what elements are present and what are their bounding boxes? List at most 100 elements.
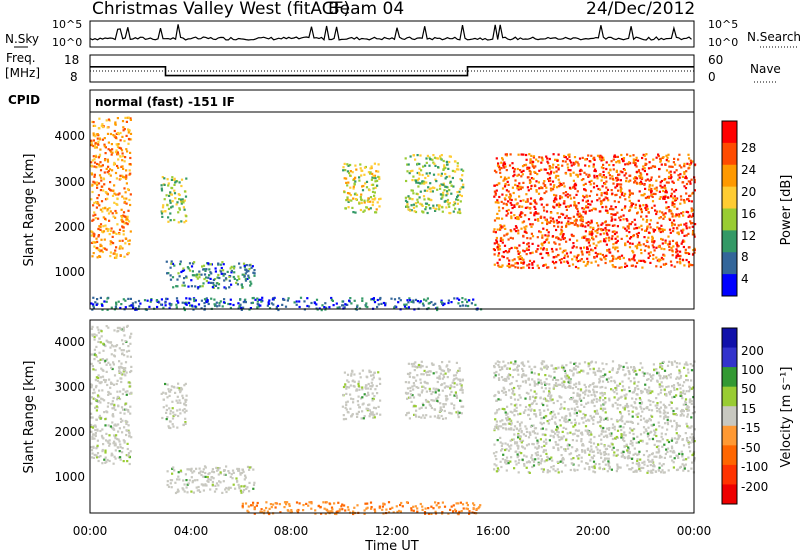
- power-cells-cell-r6: [405, 307, 408, 310]
- power-cells-cell-r0: [92, 214, 95, 217]
- vel-cells-cell-r5: [560, 403, 563, 406]
- power-cells-cell-r5: [679, 223, 682, 226]
- power-cells-cell-r4: [459, 211, 462, 215]
- vel-cells-cell-r5: [531, 378, 534, 381]
- power-cells-cell-r6: [148, 305, 151, 308]
- power-cells-cell-r6: [336, 306, 339, 309]
- vel-cells-cell-r0: [128, 385, 131, 388]
- power-cells-cell-r4: [455, 168, 459, 171]
- vel-cells-cell-r5: [565, 418, 568, 421]
- power-cells-cell-r5: [558, 215, 562, 219]
- power-cells-cell-r4: [441, 206, 444, 209]
- power-cells-cell-r5: [514, 262, 517, 265]
- vel-cells-cell-r5: [689, 450, 692, 453]
- power-cells-cell-r5: [663, 228, 666, 231]
- vel-cells-cell-r5: [623, 408, 626, 411]
- power-cells-cell-r5: [546, 252, 550, 255]
- power-cells-cell-r5: [579, 173, 582, 176]
- vel-cells-cell-r1: [179, 389, 182, 392]
- power-cells-cell-r1: [161, 215, 164, 218]
- power-cells-cell-r2: [215, 282, 218, 285]
- power-cells-cell-r5: [541, 221, 544, 225]
- vel-cells-cell-r5: [604, 452, 607, 456]
- vel-cells-cell-r1: [168, 426, 171, 429]
- power-cells-cell-r0: [90, 161, 93, 164]
- power-cells-cell-r5: [615, 170, 618, 173]
- power-cells-cell-r5: [557, 221, 560, 224]
- power-cells-cell-r5: [629, 206, 632, 209]
- power-cells-cell-r6: [219, 300, 222, 303]
- vel-cells-cell-r5: [594, 395, 597, 398]
- power-cells-cell-r5: [509, 236, 512, 239]
- power-cells-cell-r0: [105, 167, 108, 170]
- vel-cells-cell-r5: [529, 395, 532, 399]
- power-cells-cell-r5: [683, 264, 686, 267]
- vel-cells-cell-r5: [523, 374, 526, 377]
- vel-cells-cell-r3: [357, 382, 360, 385]
- power-cells-cell-r3: [354, 176, 357, 179]
- vel-cells-cell-r5: [672, 449, 675, 453]
- power-cells-cell-r5: [623, 194, 626, 197]
- power-cells-cell-r0: [121, 225, 124, 228]
- vel-cells-cell-r5: [673, 457, 676, 460]
- power-cells-cell-r5: [689, 263, 692, 266]
- power-cells-cell-r5: [529, 237, 532, 240]
- power-cells-cell-r5: [613, 230, 616, 233]
- vel-cells-cell-r4: [439, 406, 442, 409]
- power-cells-cell-r5: [499, 227, 502, 230]
- vel-cells-cell-r0: [93, 333, 96, 336]
- power-cells-cell-r0: [113, 252, 116, 255]
- power-cells-cell-r5: [497, 182, 500, 185]
- power-cells-cell-r5: [590, 221, 593, 224]
- power-cells-cell-r4: [425, 206, 428, 209]
- power-cells-cell-r6: [92, 304, 95, 307]
- vel-cells-cell-r2: [242, 470, 245, 473]
- power-cells-cell-r3: [359, 163, 362, 166]
- power-cells-cell-r5: [516, 217, 519, 220]
- vel-cells-cell-r5: [647, 426, 650, 429]
- vel-cells-cell-r3: [372, 416, 375, 419]
- vel-cells-cell-r2: [248, 466, 251, 469]
- power-cells-cell-r4: [448, 175, 451, 178]
- power-cells-cell-r5: [544, 168, 548, 171]
- vel-cells-cell-r5: [592, 388, 595, 391]
- power-cells-cell-r2: [247, 276, 251, 279]
- power-cells-cell-r5: [572, 215, 575, 218]
- power-cells-cell-r5: [596, 231, 599, 234]
- power-cells-cell-r5: [543, 180, 546, 183]
- vel-cells-cell-r2: [215, 482, 219, 485]
- power-cells-cell-r5: [510, 246, 513, 250]
- vel-cells-cell-r0: [117, 366, 121, 369]
- power-cells-cell-r5: [503, 176, 507, 179]
- power-cells-cell-r5: [670, 188, 674, 191]
- power-cells-cell-r5: [670, 212, 673, 215]
- vel-cells-cell-r5: [687, 426, 690, 429]
- power-cells-cell-r5: [628, 231, 631, 234]
- vel-cells-cell-r2: [199, 490, 202, 493]
- power-cells-cell-r1: [169, 201, 172, 204]
- vel-cells-cell-r5: [639, 362, 642, 365]
- power-cells-cell-r5: [594, 168, 597, 171]
- vel-cells-cell-r2: [181, 487, 184, 490]
- vel-cells-cell-r5: [646, 464, 649, 467]
- power-cells-cell-r5: [598, 210, 601, 213]
- vel-cells-cell-r0: [98, 337, 101, 340]
- power-cells-cell-r5: [662, 156, 665, 159]
- power-cells-cell-r5: [535, 190, 538, 193]
- power-cells-cell-r5: [586, 246, 589, 249]
- power-cells-cell-r5: [620, 254, 624, 257]
- power-cells-cell-r2: [251, 265, 254, 268]
- vel-cells-cell-r5: [501, 442, 504, 445]
- power-cells-cell-r5: [599, 200, 602, 203]
- power-cells-cell-r5: [521, 165, 525, 168]
- power-cells-cell-r5: [569, 194, 572, 197]
- power-cells-cell-r6: [421, 302, 425, 305]
- power-cells-cell-r1: [171, 187, 174, 190]
- vel-cells-cell-r5: [518, 451, 521, 454]
- vel-cells-cell-r3: [353, 380, 356, 383]
- power-cells-cell-r5: [536, 218, 540, 221]
- noise-right-label: N.Search: [747, 30, 800, 44]
- power-cells-cell-r6: [397, 301, 400, 304]
- vel-cells-cell-r0: [107, 393, 110, 396]
- power-cells-cell-r6: [384, 302, 387, 305]
